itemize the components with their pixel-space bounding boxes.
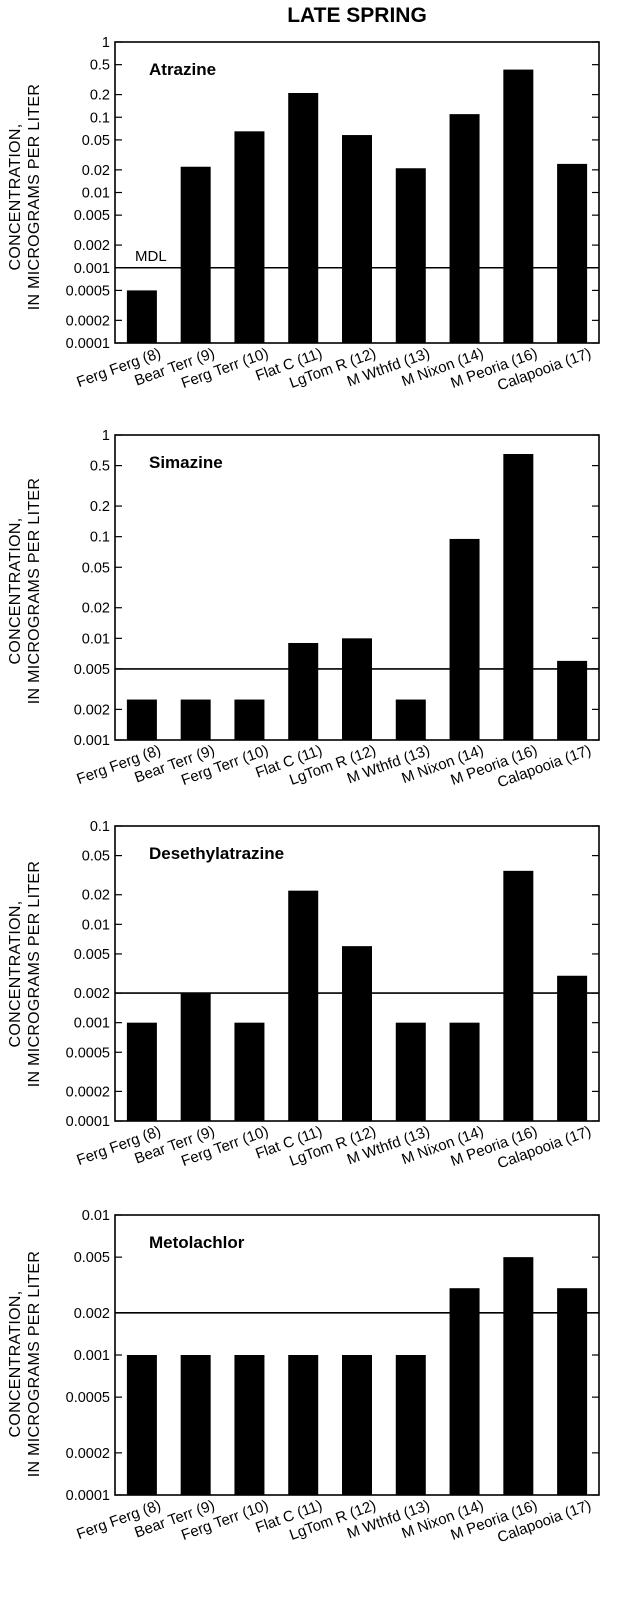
bar-5 bbox=[342, 1355, 372, 1495]
bar-1 bbox=[126, 290, 157, 343]
y-tick-label: 0.02 bbox=[82, 163, 110, 179]
y-tick-label: 0.0001 bbox=[66, 1114, 110, 1130]
y-tick-label: 0.01 bbox=[82, 1208, 110, 1224]
y-tick-label: 0.0005 bbox=[66, 1390, 110, 1406]
bar-3 bbox=[234, 131, 265, 343]
bar-9 bbox=[557, 163, 588, 343]
bar-4 bbox=[288, 1355, 319, 1495]
bar-2 bbox=[180, 166, 211, 343]
bar-3 bbox=[234, 699, 265, 740]
y-tick-label: 0.0005 bbox=[66, 283, 110, 299]
bar-7 bbox=[449, 538, 480, 740]
bar-9 bbox=[557, 975, 588, 1121]
y-tick-label: 0.1 bbox=[90, 110, 110, 126]
y-tick-label: 1 bbox=[102, 35, 110, 51]
bar-3 bbox=[234, 1355, 265, 1495]
y-tick-label: 0.005 bbox=[74, 947, 110, 963]
y-tick-label: 0.01 bbox=[82, 917, 110, 933]
bar-8 bbox=[503, 1257, 534, 1495]
y-tick-label: 0.5 bbox=[90, 58, 110, 74]
y-tick-label: 0.002 bbox=[74, 702, 110, 718]
bar-2 bbox=[180, 699, 211, 740]
y-tick-label: 0.05 bbox=[82, 849, 110, 865]
bar-9 bbox=[557, 660, 588, 740]
y-tick-label: 0.0001 bbox=[66, 1488, 110, 1504]
reference-line-label: MDL bbox=[135, 248, 167, 265]
bar-7 bbox=[449, 1288, 480, 1495]
panel-title: Desethylatrazine bbox=[149, 844, 284, 863]
bar-4 bbox=[288, 890, 319, 1121]
bar-7 bbox=[449, 1022, 480, 1121]
y-tick-label: 0.002 bbox=[74, 238, 110, 254]
bar-6 bbox=[395, 699, 426, 740]
y-tick-label: 1 bbox=[102, 428, 110, 444]
y-tick-label: 0.005 bbox=[74, 1250, 110, 1266]
y-tick-label: 0.1 bbox=[90, 819, 110, 835]
panel-title: Simazine bbox=[149, 453, 223, 472]
bar-3 bbox=[234, 1022, 265, 1121]
bar-5 bbox=[342, 638, 372, 740]
panel-title: Atrazine bbox=[149, 60, 216, 79]
bar-2 bbox=[180, 993, 211, 1121]
y-tick-label: 0.0001 bbox=[66, 336, 110, 352]
bar-8 bbox=[503, 870, 534, 1121]
y-tick-label: 0.0002 bbox=[66, 1084, 110, 1100]
bar-5 bbox=[342, 135, 372, 343]
bar-4 bbox=[288, 642, 319, 740]
y-tick-label: 0.001 bbox=[74, 261, 110, 277]
y-tick-label: 0.001 bbox=[74, 1348, 110, 1364]
y-tick-label: 0.2 bbox=[90, 88, 110, 104]
bar-1 bbox=[126, 1022, 157, 1121]
y-tick-label: 0.5 bbox=[90, 459, 110, 475]
y-tick-label: 0.001 bbox=[74, 733, 110, 749]
bar-7 bbox=[449, 114, 480, 344]
y-tick-label: 0.0002 bbox=[66, 313, 110, 329]
bar-5 bbox=[342, 946, 372, 1121]
y-tick-label: 0.02 bbox=[82, 888, 110, 904]
y-tick-label: 0.0002 bbox=[66, 1446, 110, 1462]
bar-8 bbox=[503, 69, 534, 344]
bar-9 bbox=[557, 1288, 588, 1495]
bar-6 bbox=[395, 1355, 426, 1495]
figure-title: LATE SPRING bbox=[287, 4, 427, 27]
bar-6 bbox=[395, 1022, 426, 1121]
bar-1 bbox=[126, 1355, 157, 1495]
y-tick-label: 0.1 bbox=[90, 530, 110, 546]
y-tick-label: 0.01 bbox=[82, 186, 110, 202]
y-tick-label: 0.001 bbox=[74, 1016, 110, 1032]
bar-2 bbox=[180, 1355, 211, 1495]
y-tick-label: 0.0005 bbox=[66, 1045, 110, 1061]
y-tick-label: 0.002 bbox=[74, 1306, 110, 1322]
panel-title: Metolachlor bbox=[149, 1233, 245, 1252]
bar-1 bbox=[126, 699, 157, 740]
y-tick-label: 0.002 bbox=[74, 986, 110, 1002]
y-tick-label: 0.005 bbox=[74, 662, 110, 678]
y-tick-label: 0.01 bbox=[82, 631, 110, 647]
y-tick-label: 0.005 bbox=[74, 208, 110, 224]
y-tick-label: 0.02 bbox=[82, 601, 110, 617]
bar-4 bbox=[288, 93, 319, 344]
y-tick-label: 0.05 bbox=[82, 560, 110, 576]
bar-8 bbox=[503, 454, 534, 740]
y-tick-label: 0.05 bbox=[82, 133, 110, 149]
bar-6 bbox=[395, 168, 426, 343]
y-tick-label: 0.2 bbox=[90, 499, 110, 515]
